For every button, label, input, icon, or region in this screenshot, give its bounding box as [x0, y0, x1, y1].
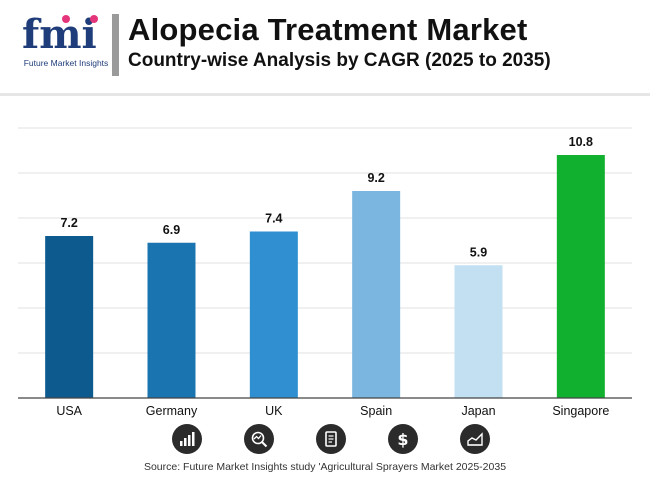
bar-singapore	[556, 155, 605, 398]
footer-icons: $	[0, 424, 650, 460]
page-subtitle: Country-wise Analysis by CAGR (2025 to 2…	[128, 50, 551, 71]
x-tick-label: Singapore	[552, 404, 609, 418]
bar-spain	[352, 191, 401, 398]
svg-text:fmi: fmi	[22, 11, 97, 56]
data-label: 7.4	[265, 212, 282, 226]
x-tick-label: Germany	[146, 404, 198, 418]
area-chart-icon	[460, 424, 490, 454]
trend-magnifier-icon	[244, 424, 274, 454]
bar-chart: 7.2 USA 6.9 Germany 7.4 UK 9.2 Spain 5.9 Japan 10.…	[18, 127, 632, 418]
source-note: Source: Future Market Insights study 'Ag…	[143, 461, 507, 473]
title-accent-bar	[112, 14, 119, 76]
bar-usa	[45, 236, 94, 398]
bar-chart-icon	[172, 424, 202, 454]
page-title: Alopecia Treatment Market	[128, 12, 528, 47]
data-label: 10.8	[569, 135, 593, 149]
data-label: 6.9	[163, 223, 180, 237]
data-label: 5.9	[470, 245, 487, 259]
bar-germany	[147, 242, 196, 398]
document-icon	[316, 424, 346, 454]
bar-uk	[249, 231, 298, 398]
header-divider	[0, 93, 650, 96]
bar-japan	[454, 265, 503, 398]
dollar-icon: $	[388, 424, 418, 454]
x-tick-label: USA	[56, 404, 82, 418]
x-tick-label: Spain	[360, 404, 392, 418]
svg-text:$: $	[397, 430, 408, 448]
data-label: 7.2	[60, 216, 77, 230]
header: fmi Future Market Insights Alopecia Trea…	[0, 0, 650, 96]
data-label: 9.2	[367, 171, 384, 185]
x-tick-label: UK	[265, 404, 283, 418]
logo-text: Future Market Insights	[23, 58, 109, 68]
fmi-logo: fmi Future Market Insights	[20, 10, 112, 72]
x-tick-label: Japan	[461, 404, 495, 418]
fmi-logo-icon: fmi	[22, 11, 98, 56]
